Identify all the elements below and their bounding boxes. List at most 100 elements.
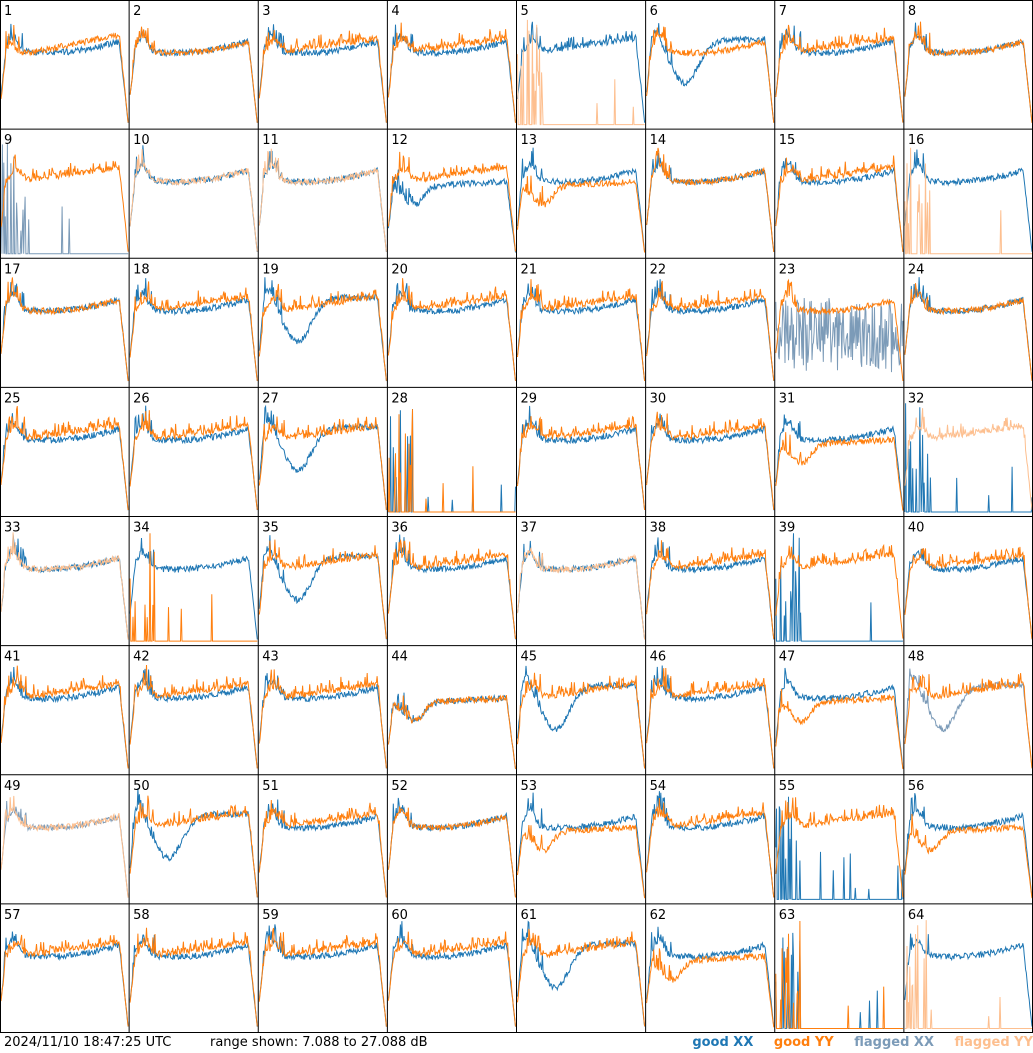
series-yy-56 [904,813,1033,899]
series-xx-34 [129,537,258,640]
panel-3: 3 [258,4,387,123]
series-yy-40 [904,546,1033,640]
series-yy-54 [646,797,775,898]
panel-label-29: 29 [521,391,538,406]
series-yy-41 [0,665,129,769]
panel-16: 16 [904,133,1033,255]
panel-label-1: 1 [4,4,12,19]
series-yy-47 [775,688,904,770]
series-yy-26 [129,410,258,510]
panel-29: 29 [517,391,646,511]
panel-label-50: 50 [133,779,150,794]
legend-good-yy: good YY [773,1035,834,1050]
panel-1: 1 [0,4,129,123]
panel-label-23: 23 [779,262,796,277]
series-xx-50 [129,788,258,898]
series-yy-1 [0,24,129,123]
panel-label-38: 38 [650,521,667,536]
panel-43: 43 [258,650,387,769]
panel-label-49: 49 [4,779,21,794]
series-xx-43 [258,673,387,769]
panel-64: 64 [904,908,1033,1029]
panel-label-36: 36 [391,521,408,536]
series-xx-49 [0,800,129,898]
series-xx-33 [0,534,129,640]
series-xx-7 [775,25,904,123]
series-xx-47 [775,667,904,769]
series-xx-51 [258,799,387,898]
series-xx-10 [129,145,258,252]
panel-58: 58 [129,908,258,1027]
panel-label-53: 53 [521,779,538,794]
panel-label-12: 12 [391,133,408,148]
panel-label-64: 64 [908,908,925,923]
series-yy-13 [517,175,646,253]
series-xx-16 [904,149,1033,252]
panel-35: 35 [258,521,387,640]
series-xx-44 [387,692,516,770]
series-xx-26 [129,405,258,511]
series-yy-28 [387,409,516,513]
series-yy-63 [775,920,903,1029]
panel-56: 56 [904,779,1033,899]
panel-label-22: 22 [650,262,667,277]
panel-label-17: 17 [4,262,21,277]
series-xx-61 [517,920,646,1027]
series-yy-59 [258,927,387,1027]
panel-13: 13 [517,133,646,253]
panel-label-61: 61 [521,908,538,923]
series-yy-35 [258,539,387,640]
panel-label-18: 18 [133,262,150,277]
panel-label-44: 44 [391,650,408,665]
series-yy-9 [0,154,129,252]
series-yy-64 [904,920,1032,1029]
series-yy-19 [258,283,387,381]
series-xx-36 [387,534,516,640]
series-xx-39 [775,533,903,642]
series-yy-17 [0,277,129,382]
panel-31: 31 [775,391,904,511]
panel-32: 32 [904,391,1033,513]
panel-11: 11 [258,133,387,253]
panel-label-32: 32 [908,391,925,406]
series-xx-31 [775,414,904,511]
panel-label-39: 39 [779,521,796,536]
panel-5: 5 [517,4,646,126]
panel-label-59: 59 [262,908,279,923]
panel-label-60: 60 [391,908,408,923]
panel-label-41: 41 [4,650,21,665]
legend-flagged-yy: flagged YY [954,1035,1033,1050]
panel-51: 51 [258,779,387,898]
series-xx-32 [904,403,1033,513]
footer: 2024/11/10 18:47:25 UTC range shown: 7.0… [0,1033,1033,1053]
series-xx-38 [646,537,775,640]
series-xx-25 [0,413,129,511]
panel-label-25: 25 [4,391,21,406]
panel-59: 59 [258,908,387,1027]
panel-41: 41 [0,650,129,769]
series-yy-5 [517,19,645,126]
panel-label-40: 40 [908,521,925,536]
series-xx-23 [775,297,904,373]
timestamp: 2024/11/10 18:47:25 UTC [4,1035,172,1050]
panel-label-15: 15 [779,133,796,148]
series-yy-32 [904,408,1033,511]
panel-8: 8 [904,4,1033,123]
panel-label-37: 37 [521,521,538,536]
panel-30: 30 [646,391,775,511]
legend-good-xx: good XX [692,1035,754,1050]
series-xx-29 [517,405,646,511]
series-xx-28 [388,408,516,513]
panel-label-9: 9 [4,133,12,148]
series-yy-60 [387,931,516,1027]
panel-36: 36 [387,521,516,640]
panel-46: 46 [646,650,775,769]
series-yy-49 [0,795,129,898]
panel-7: 7 [775,4,904,123]
panel-label-26: 26 [133,391,150,406]
panel-47: 47 [775,650,904,770]
panel-45: 45 [517,650,646,769]
series-xx-46 [646,665,775,769]
panel-10: 10 [129,133,258,252]
series-yy-3 [258,29,387,123]
